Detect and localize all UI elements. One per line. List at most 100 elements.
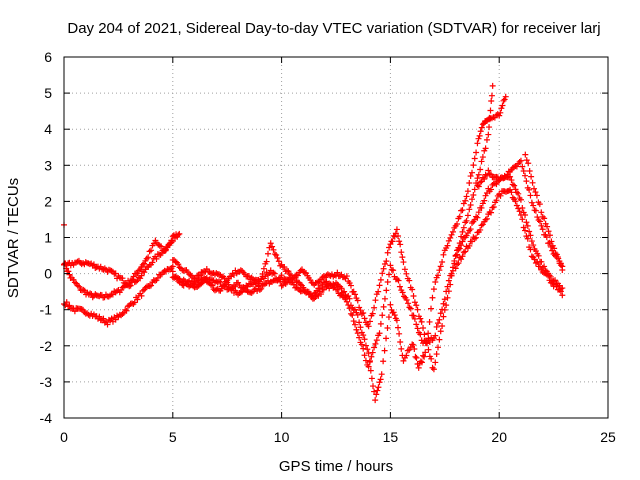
point-track-f-166 — [395, 277, 402, 284]
point-track-e-190 — [425, 346, 432, 353]
point-track-f-262 — [526, 186, 533, 193]
point-track-f-169 — [399, 289, 406, 296]
point-track-b-18 — [85, 311, 92, 318]
point-track-e-82 — [281, 264, 288, 271]
y-tick-label-10: 6 — [44, 49, 52, 65]
point-track-a-27 — [96, 293, 103, 300]
point-track-f-200 — [441, 296, 448, 303]
point-track-f-108 — [316, 285, 323, 292]
point-track-e-149 — [372, 297, 379, 304]
point-track-f-46 — [232, 283, 239, 290]
point-track-b-69 — [154, 275, 161, 282]
point-track-h-50 — [542, 267, 549, 274]
point-track-f-229 — [481, 197, 488, 204]
x-tick-label-5: 25 — [600, 429, 616, 445]
point-track-c-76 — [164, 244, 171, 251]
point-track-e-178 — [409, 286, 416, 293]
point-track-g-18 — [477, 226, 484, 233]
point-track-g-5 — [459, 253, 466, 260]
point-track-i-18 — [548, 238, 555, 245]
data-points — [61, 82, 566, 404]
point-track-e-66 — [259, 271, 266, 278]
point-track-e-20 — [197, 272, 203, 279]
point-track-d-129 — [345, 293, 352, 300]
point-track-d-28 — [207, 281, 214, 288]
point-track-c-80 — [169, 238, 176, 245]
point-track-e-159 — [386, 244, 393, 251]
point-track-d-153 — [375, 384, 382, 391]
point-track-e-218 — [463, 217, 470, 224]
point-track-i-1 — [523, 157, 530, 164]
point-track-d-220 — [460, 200, 467, 207]
point-track-f-219 — [467, 226, 474, 233]
point-track-d-162 — [387, 301, 394, 308]
point-track-f-210 — [455, 246, 462, 253]
point-track-d-174 — [400, 357, 407, 364]
plot-frame — [63, 56, 609, 419]
point-track-d-94 — [297, 281, 304, 288]
point-track-e-176 — [406, 277, 413, 284]
y-tick-label-1: -3 — [40, 374, 53, 390]
point-track-d-141 — [361, 336, 368, 343]
point-track-h-49 — [541, 263, 548, 270]
point-track-e-174 — [403, 270, 410, 277]
point-track-e-123 — [337, 273, 344, 280]
point-track-c-65 — [149, 259, 156, 266]
point-track-f-180 — [414, 325, 421, 332]
point-track-i-4 — [528, 173, 535, 180]
point-track-f-148 — [371, 344, 378, 351]
point-track-g-14 — [471, 235, 478, 242]
point-track-f-183 — [418, 337, 425, 344]
point-track-d-205 — [440, 251, 447, 258]
point-track-e-194 — [430, 366, 437, 373]
point-track-g-10 — [466, 242, 473, 249]
point-track-g-39 — [505, 187, 512, 194]
point-track-e-137 — [356, 304, 363, 311]
point-track-h-54 — [547, 273, 554, 280]
point-track-c-49 — [127, 282, 134, 289]
point-track-f-131 — [347, 310, 354, 317]
point-track-e-220 — [466, 206, 473, 213]
point-track-f-188 — [425, 335, 432, 342]
x-tick-label-4: 20 — [491, 429, 507, 445]
point-track-e-139 — [358, 310, 365, 317]
point-track-a-12 — [76, 283, 83, 290]
point-track-d-75 — [271, 270, 278, 277]
point-track-e-221 — [467, 201, 474, 208]
point-track-i-3 — [526, 168, 533, 175]
point-track-f-155 — [380, 303, 387, 310]
point-track-f-128 — [343, 298, 350, 305]
point-track-d-209 — [445, 237, 452, 244]
point-track-e-34 — [216, 271, 223, 278]
point-track-f-102 — [308, 293, 315, 300]
point-track-f-220 — [469, 220, 475, 227]
point-track-f-159 — [386, 271, 393, 278]
point-track-e-144 — [365, 323, 372, 330]
point-track-d-140 — [360, 332, 367, 339]
point-track-a-40 — [114, 288, 121, 295]
point-track-b-80 — [169, 263, 176, 270]
point-track-h-5 — [481, 176, 488, 183]
point-track-e-71 — [266, 244, 273, 251]
point-track-f-174 — [406, 304, 413, 311]
point-track-d-234 — [478, 124, 485, 131]
point-track-g-30 — [493, 197, 500, 204]
point-track-f-160 — [387, 262, 394, 269]
point-track-f-86 — [286, 278, 293, 285]
point-track-d-69 — [263, 269, 270, 276]
point-track-d-158 — [381, 347, 388, 354]
point-track-f-175 — [407, 305, 414, 312]
point-track-f-194 — [433, 323, 440, 330]
point-track-g-23 — [483, 215, 490, 222]
point-track-i-13 — [541, 215, 548, 222]
point-track-e-223 — [470, 192, 477, 199]
point-track-d-32 — [213, 286, 220, 293]
point-track-f-52 — [240, 284, 247, 291]
point-track-f-64 — [256, 286, 263, 293]
point-track-b-67 — [152, 277, 159, 284]
point-track-f-202 — [444, 283, 451, 290]
point-track-g-33 — [497, 192, 504, 199]
point-track-f-3 — [173, 274, 180, 281]
x-tick-label-3: 15 — [383, 429, 399, 445]
point-track-d-211 — [448, 231, 455, 238]
